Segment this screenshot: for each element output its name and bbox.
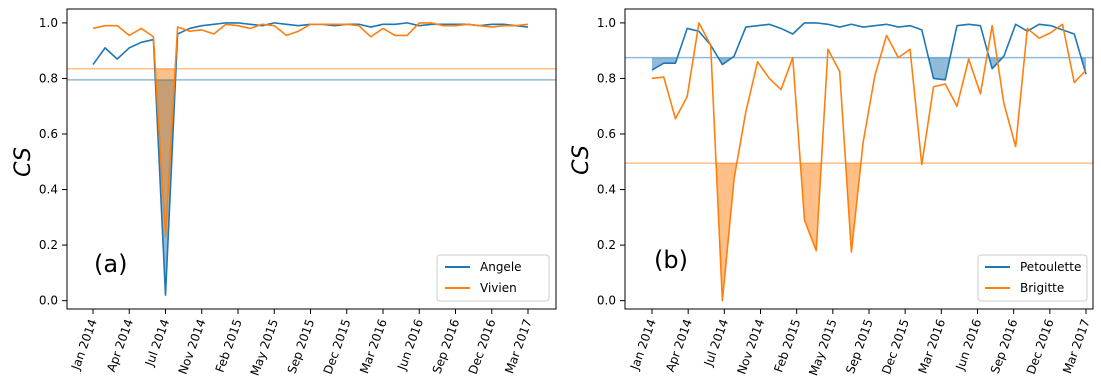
panel-b-x-tick-label: Apr 2014: [663, 317, 695, 374]
panel-a-x-tick-label: Jul 2014: [142, 317, 172, 369]
panel-a-thresholds: [67, 67, 556, 81]
panel-a-x-tick-label: Jun 2016: [394, 317, 426, 373]
panel-a-x-tick-label: May 2015: [248, 317, 281, 377]
panel-b-y-tick-label: 0.6: [597, 127, 616, 141]
panel-a-y-tick-label: 0.6: [39, 127, 58, 141]
panel-a-y-ticks: 0.0 0.2 0.4 0.6 0.8 1.0: [39, 16, 67, 308]
panel-b-y-tick-label: 0.0: [597, 294, 616, 308]
panel-b-x-tick-label: Sep 2016: [988, 317, 1021, 375]
panel-a-x-tick-label: Mar 2016: [357, 317, 390, 375]
panel-b-x-tick-label: Dec 2016: [1024, 317, 1057, 376]
panel-a-x-tick-label: Mar 2017: [502, 317, 535, 375]
panel-b-y-tick-label: 0.4: [597, 183, 616, 197]
panel-a-y-tick-label: 0.4: [39, 183, 58, 197]
panel-b-y-tick-label: 1.0: [597, 16, 616, 30]
panel-b-y-ticks: 0.0 0.2 0.4 0.6 0.8 1.0: [597, 16, 625, 308]
panel-a-frame: [66, 8, 557, 310]
panel-b-x-tick-label: Sep 2015: [843, 317, 876, 375]
panel-a-lines: [92, 22, 529, 296]
panel-b-legend: Petoulette Brigitte: [977, 254, 1088, 302]
panel-a-legend: Angele Vivien: [436, 254, 550, 302]
panel-a-legend-label-angele: Angele: [480, 260, 522, 274]
panel-a-x-tick-label: Apr 2014: [104, 317, 136, 374]
panel-b-lines: [651, 22, 1087, 302]
panel-a-x-tick-label: Feb 2015: [213, 317, 245, 374]
panel-a-series-line-vivien: [92, 22, 529, 238]
panel-b-below-threshold-area-petoulette: [663, 57, 676, 64]
panel-b-x-tick-label: Feb 2015: [771, 317, 803, 374]
panel-b-below-threshold-area-brigitte: [804, 163, 817, 251]
panel-a-x-tick-label: Sep 2015: [285, 317, 318, 375]
panel-a-label: (a): [94, 250, 127, 278]
panel-a-x-tick-label: Sep 2016: [430, 317, 463, 375]
panel-a-y-axis-label: CS: [11, 147, 36, 177]
panel-b-label: (b): [654, 246, 688, 274]
panel-a-x-tick-label: Dec 2015: [321, 317, 354, 376]
panel-a-y-tick-label: 0.0: [39, 294, 58, 308]
panel-b-x-tick-label: Mar 2016: [916, 317, 949, 375]
panel-a-y-tick-label: 1.0: [39, 16, 58, 30]
panel-b-below-threshold-area-petoulette: [652, 57, 664, 71]
panel-b-y-axis-label: CS: [569, 145, 594, 175]
panel-b-x-tick-label: Dec 2015: [879, 317, 912, 376]
panel-b-legend-label-petoulette: Petoulette: [1020, 260, 1081, 274]
panel-b-x-tick-label: Jun 2016: [953, 317, 985, 373]
panel-b-x-tick-label: May 2015: [806, 317, 839, 377]
panel-a-x-tick-label: Jan 2014: [68, 317, 100, 372]
panel-b-frame: [624, 8, 1094, 310]
panel-a-legend-label-vivien: Vivien: [480, 281, 517, 295]
panel-a-x-tick-label: Nov 2014: [176, 317, 209, 376]
panel-a-y-tick-label: 0.2: [39, 238, 58, 252]
panel-b-x-tick-label: Mar 2017: [1060, 317, 1093, 375]
panel-a-series-line-angele: [92, 22, 529, 296]
panel-b-legend-label-brigitte: Brigitte: [1020, 281, 1064, 295]
panel-b-series-line-petoulette: [651, 22, 1087, 81]
panel-a-x-ticks: Jan 2014 Apr 2014 Jul 2014 Nov 2014 Feb 2015…: [68, 309, 535, 378]
panel-a-y-tick-label: 0.8: [39, 71, 58, 85]
panel-b-x-tick-label: Jul 2014: [701, 317, 731, 369]
panel-b-y-tick-label: 0.8: [597, 71, 616, 85]
panel-b-y-tick-label: 0.2: [597, 238, 616, 252]
panel-b-below-threshold-area-petoulette: [933, 57, 946, 80]
panel-b-x-tick-label: Jan 2014: [627, 317, 659, 372]
panel-b-series-line-brigitte: [651, 22, 1087, 302]
panel-a-x-tick-label: Dec 2016: [466, 317, 499, 376]
panel-a: 0.0 0.2 0.4 0.6 0.8 1.0 Jan 2014 Apr 2014 Jul 2…: [11, 8, 557, 378]
panel-b-thresholds: [625, 56, 1093, 164]
panel-b-x-tick-label: Nov 2014: [734, 317, 767, 376]
panel-b-x-ticks: Jan 2014 Apr 2014 Jul 2014 Nov 2014 Feb 2015…: [627, 309, 1093, 378]
panel-b: 0.0 0.2 0.4 0.6 0.8 1.0 Jan 2014 Apr 2014 Jul 2…: [569, 8, 1094, 378]
